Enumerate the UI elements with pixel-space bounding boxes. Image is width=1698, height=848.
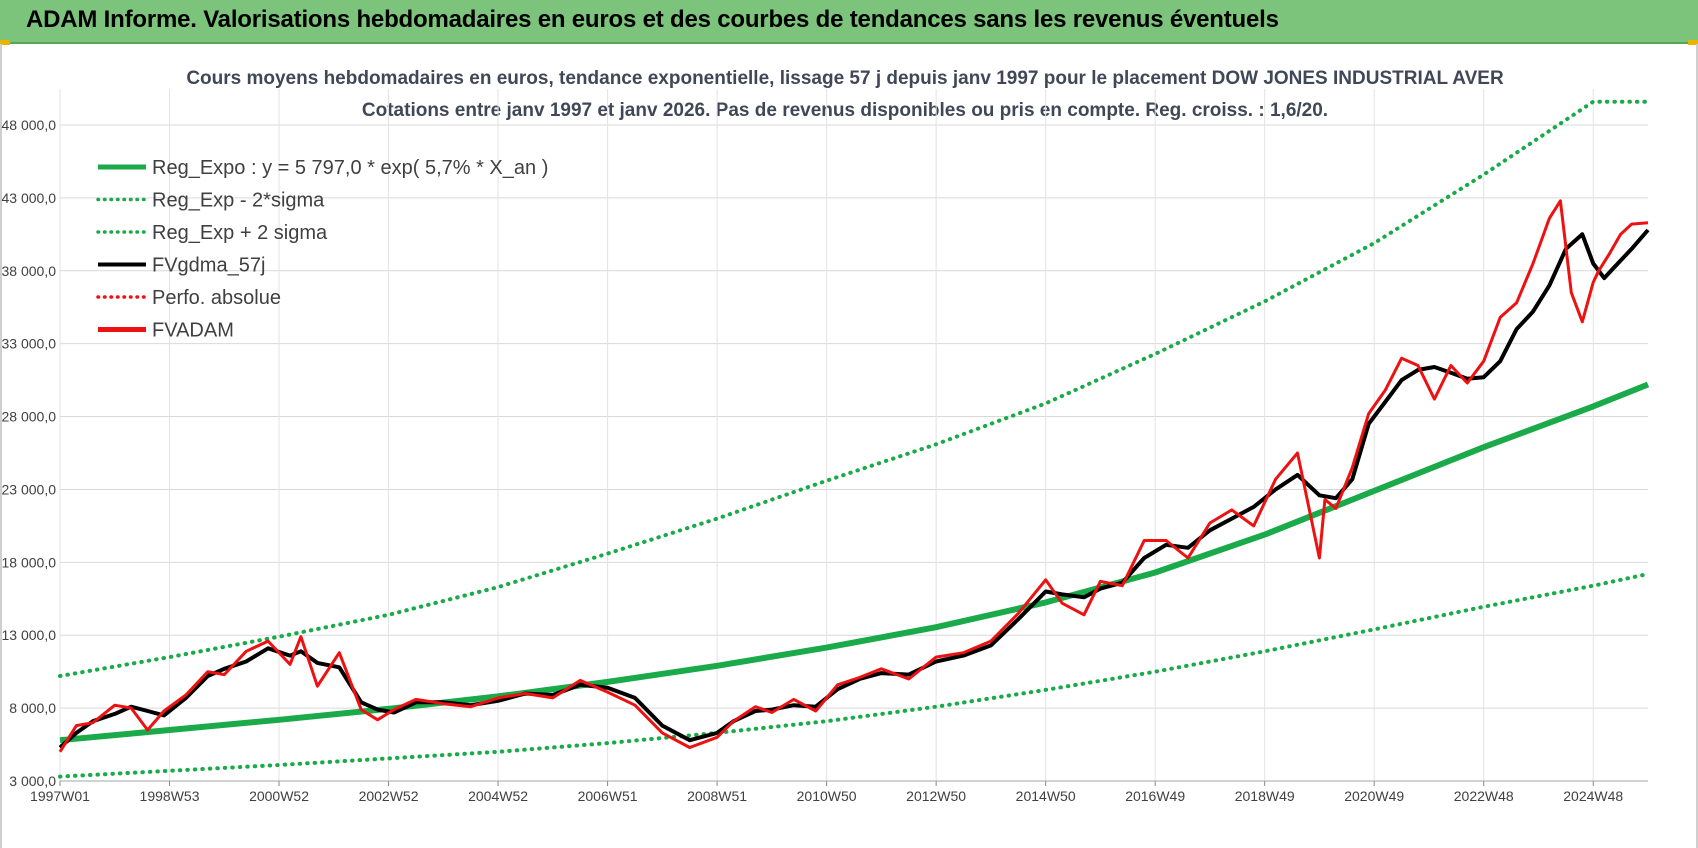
corner-marker: [0, 40, 10, 45]
y-axis-ticks: 3 000,0 8 000,0 13 000,0 18 000,0 23 000,0 28…: [2, 117, 57, 789]
x-tick-label: 2018W49: [1235, 788, 1295, 804]
legend-label: Reg_Exp - 2*sigma: [152, 190, 325, 212]
x-tick-label: 2022W48: [1454, 788, 1514, 804]
y-tick-label: 8 000,0: [9, 700, 56, 716]
x-tick-label: 2020W49: [1344, 788, 1404, 804]
y-tick-label: 3 000,0: [9, 773, 56, 789]
series-fvadam: [58, 199, 1649, 753]
chart-frame: [0, 44, 1698, 848]
x-tick-label: 2024W48: [1563, 788, 1623, 804]
series-reg-expo: [59, 381, 1650, 744]
x-tick-label: 1997W01: [30, 788, 90, 804]
y-tick-label: 48 000,0: [2, 117, 57, 133]
x-tick-label: 2016W49: [1125, 788, 1185, 804]
legend-label: FVgdma_57j: [152, 255, 265, 277]
x-tick-label: 2012W50: [906, 788, 966, 804]
legend-label: Perfo. absolue: [152, 287, 281, 309]
x-tick-label: 2014W50: [1016, 788, 1076, 804]
report-banner: ADAM Informe. Valorisations hebdomadaire…: [0, 0, 1698, 44]
x-tick-label: 2008W51: [687, 788, 747, 804]
y-tick-label: 13 000,0: [2, 627, 57, 643]
y-tick-label: 18 000,0: [2, 554, 57, 570]
x-tick-label: 2000W52: [249, 788, 309, 804]
x-tick-label: 2002W52: [359, 788, 419, 804]
legend-label: Reg_Exp + 2 sigma: [152, 222, 328, 244]
y-tick-label: 38 000,0: [2, 263, 57, 279]
x-tick-label: 2010W50: [797, 788, 857, 804]
y-tick-label: 33 000,0: [2, 336, 57, 352]
report-title: ADAM Informe. Valorisations hebdomadaire…: [26, 6, 1279, 33]
x-tick-label: 2004W52: [468, 788, 528, 804]
series-fvgdma-57j: [58, 228, 1650, 749]
legend-label: FVADAM: [152, 320, 234, 342]
x-axis-ticks: 1997W01 1998W53 2000W52 2002W52 2004W52 2006W…: [30, 788, 1623, 804]
y-tick-label: 28 000,0: [2, 409, 57, 425]
grid-lines: [59, 89, 1648, 786]
chart-title-line2: Cotations entre janv 1997 et janv 2026. …: [362, 100, 1328, 121]
legend-label: Reg_Expo : y = 5 797,0 * exp( 5,7% * X_a…: [152, 157, 548, 179]
y-tick-label: 43 000,0: [2, 190, 57, 206]
corner-marker: [1688, 40, 1698, 45]
line-chart: Cours moyens hebdomadaires en euros, ten…: [2, 68, 1650, 804]
series-reg-plus-2sigma: [58, 99, 1650, 678]
y-tick-label: 23 000,0: [2, 481, 57, 497]
series-reg-minus-2sigma: [58, 572, 1650, 779]
series-layer: [58, 99, 1650, 779]
x-tick-label: 2006W51: [578, 788, 638, 804]
legend: Reg_Expo : y = 5 797,0 * exp( 5,7% * X_a…: [96, 157, 548, 342]
x-tick-label: 1998W53: [140, 788, 200, 804]
chart-title-line1: Cours moyens hebdomadaires en euros, ten…: [186, 68, 1504, 89]
